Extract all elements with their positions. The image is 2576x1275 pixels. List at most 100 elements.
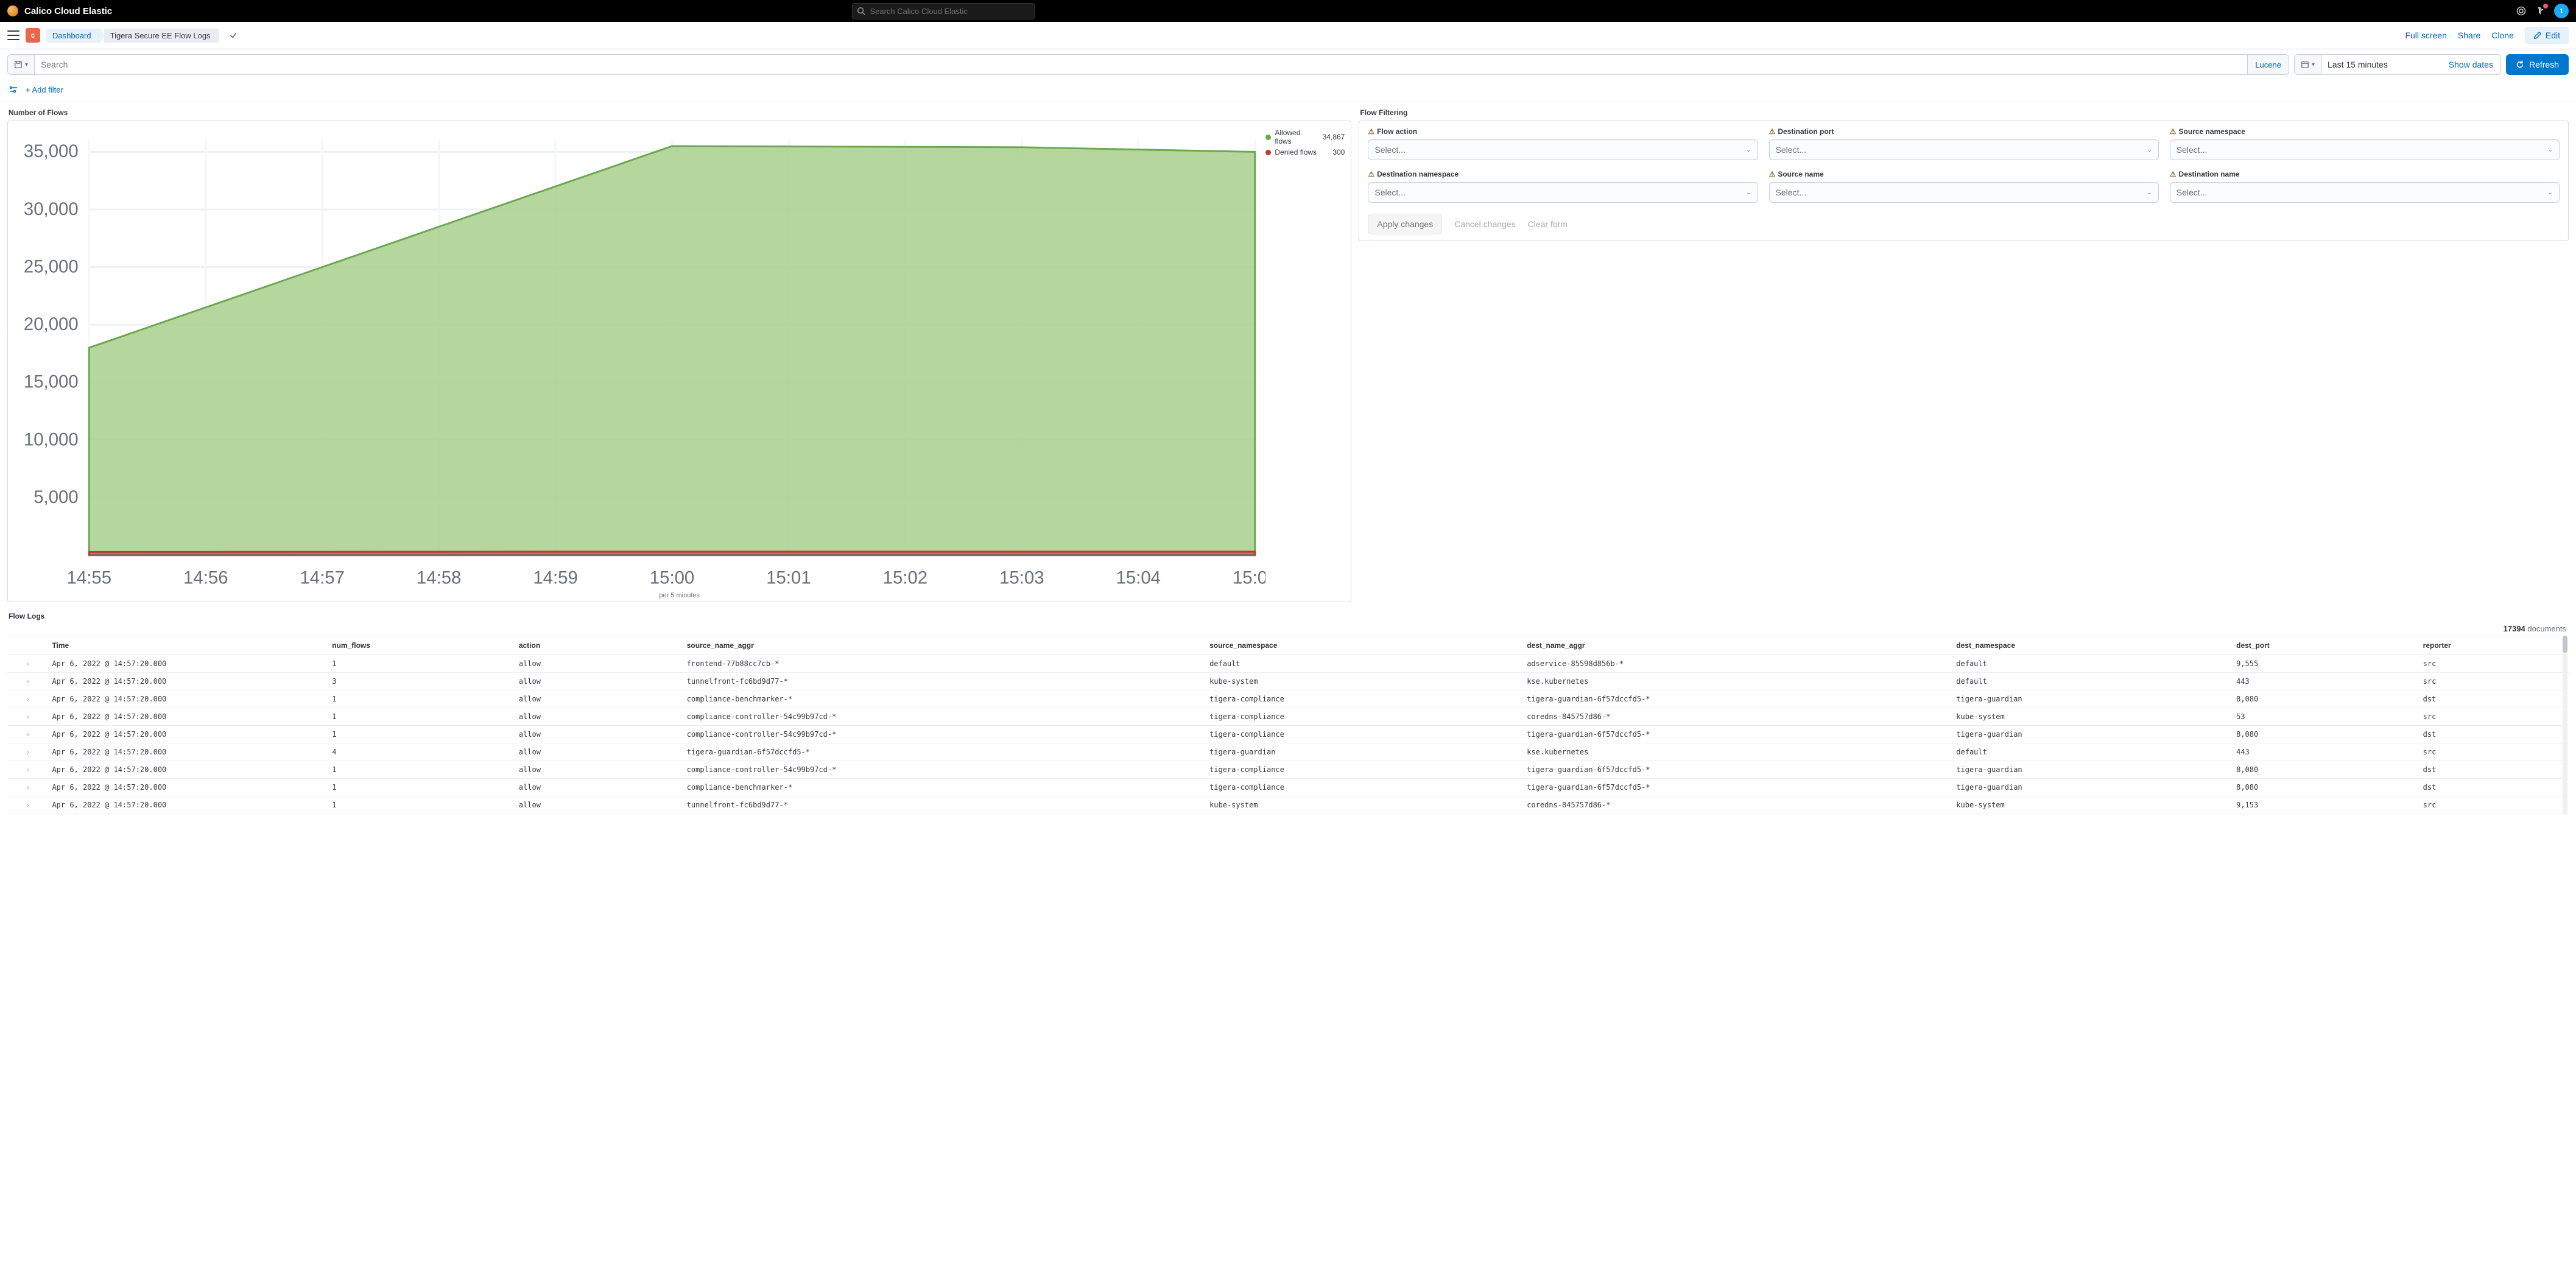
user-avatar[interactable]: t — [2554, 4, 2569, 18]
table-cell: tigera-guardian — [1206, 743, 1523, 761]
clone-button[interactable]: Clone — [2491, 30, 2514, 40]
edit-button[interactable]: Edit — [2525, 27, 2569, 44]
apply-changes-button[interactable]: Apply changes — [1368, 214, 1442, 234]
table-cell: tigera-guardian-6f57dccfd5-* — [1523, 779, 1952, 796]
disk-icon — [14, 60, 23, 69]
table-row[interactable]: ›Apr 6, 2022 @ 14:57:20.0001allowtunnelf… — [7, 796, 2569, 814]
column-header[interactable]: num_flows — [328, 636, 515, 655]
table-row[interactable]: ›Apr 6, 2022 @ 14:57:20.0004allowtigera-… — [7, 743, 2569, 761]
svg-text:14:58: 14:58 — [417, 568, 461, 588]
space-badge[interactable]: c — [26, 28, 40, 43]
clear-form-button[interactable]: Clear form — [1528, 219, 1568, 229]
select-placeholder: Select... — [2177, 145, 2208, 155]
table-title: Flow Logs — [9, 612, 2569, 620]
column-header[interactable]: reporter — [2419, 636, 2569, 655]
filter-select[interactable]: Select...⌄ — [1368, 139, 1758, 160]
warning-icon: ⚠ — [1769, 170, 1776, 178]
filter-select[interactable]: Select...⌄ — [1769, 182, 2159, 203]
table-cell: 1 — [328, 779, 515, 796]
table-cell: allow — [515, 743, 683, 761]
expand-row-icon[interactable]: › — [7, 726, 48, 743]
table-cell: kube-system — [1952, 708, 2233, 726]
query-input[interactable] — [35, 55, 2247, 74]
breadcrumb-dashboard[interactable]: Dashboard — [46, 29, 100, 43]
filter-menu-icon[interactable] — [7, 83, 19, 96]
column-header[interactable]: action — [515, 636, 683, 655]
expand-row-icon[interactable]: › — [7, 796, 48, 814]
table-row[interactable]: ›Apr 6, 2022 @ 14:57:20.0001allowfronten… — [7, 655, 2569, 673]
table-cell: kube-system — [1206, 796, 1523, 814]
filter-select[interactable]: Select...⌄ — [1769, 139, 2159, 160]
scrollbar-track — [2563, 636, 2567, 814]
filter-select[interactable]: Select...⌄ — [2170, 139, 2560, 160]
refresh-button[interactable]: Refresh — [2506, 54, 2569, 75]
date-range-text[interactable]: Last 15 minutes — [2321, 55, 2441, 74]
breadcrumb-current: Tigera Secure EE Flow Logs — [104, 29, 219, 43]
filter-select[interactable]: Select...⌄ — [1368, 182, 1758, 203]
table-cell: tigera-guardian — [1952, 779, 2233, 796]
table-cell: src — [2419, 673, 2569, 690]
table-row[interactable]: ›Apr 6, 2022 @ 14:57:20.0001allowcomplia… — [7, 708, 2569, 726]
column-header[interactable]: dest_port — [2233, 636, 2419, 655]
scrollbar-thumb[interactable] — [2563, 636, 2567, 653]
cancel-changes-button[interactable]: Cancel changes — [1454, 219, 1515, 229]
table-cell: 8,080 — [2233, 761, 2419, 779]
add-filter-button[interactable]: + Add filter — [26, 85, 63, 94]
nav-toggle-icon[interactable] — [7, 30, 19, 40]
date-quick-button[interactable]: ▾ — [2295, 55, 2321, 74]
table-cell: 1 — [328, 655, 515, 673]
table-row[interactable]: ›Apr 6, 2022 @ 14:57:20.0001allowcomplia… — [7, 690, 2569, 708]
table-row[interactable]: ›Apr 6, 2022 @ 14:57:20.0001allowcomplia… — [7, 761, 2569, 779]
column-header[interactable]: dest_namespace — [1952, 636, 2233, 655]
table-row[interactable]: ›Apr 6, 2022 @ 14:57:20.0001allowcomplia… — [7, 779, 2569, 796]
help-icon[interactable] — [2515, 5, 2527, 17]
table-cell: default — [1952, 743, 2233, 761]
legend-color-dot — [1265, 135, 1271, 140]
show-dates-button[interactable]: Show dates — [2441, 55, 2500, 74]
expand-row-icon[interactable]: › — [7, 779, 48, 796]
table-cell: default — [1206, 655, 1523, 673]
share-button[interactable]: Share — [2458, 30, 2480, 40]
global-search-input[interactable] — [852, 3, 1035, 19]
filter-panel-title: Flow Filtering — [1360, 108, 2569, 117]
table-row[interactable]: ›Apr 6, 2022 @ 14:57:20.0003allowtunnelf… — [7, 673, 2569, 690]
table-cell: dst — [2419, 779, 2569, 796]
table-cell: kse.kubernetes — [1523, 743, 1952, 761]
table-cell: dst — [2419, 761, 2569, 779]
expand-row-icon[interactable]: › — [7, 743, 48, 761]
column-header[interactable]: dest_name_aggr — [1523, 636, 1952, 655]
column-header[interactable]: Time — [48, 636, 328, 655]
legend-item[interactable]: Allowed flows34,867 — [1265, 128, 1345, 146]
legend-item[interactable]: Denied flows300 — [1265, 148, 1345, 156]
filter-select[interactable]: Select...⌄ — [2170, 182, 2560, 203]
table-cell: kube-system — [1206, 673, 1523, 690]
column-header[interactable]: source_name_aggr — [683, 636, 1206, 655]
filter-field-label: ⚠Destination namespace — [1368, 170, 1758, 178]
expand-row-icon[interactable]: › — [7, 708, 48, 726]
table-cell: tigera-compliance — [1206, 726, 1523, 743]
expand-row-icon[interactable]: › — [7, 690, 48, 708]
chart-title: Number of Flows — [9, 108, 1351, 117]
filter-field-label: ⚠Destination port — [1769, 127, 2159, 136]
newsfeed-icon[interactable] — [2535, 5, 2547, 17]
table-row[interactable]: ›Apr 6, 2022 @ 14:57:20.0001allowcomplia… — [7, 726, 2569, 743]
table-cell: tigera-guardian-6f57dccfd5-* — [1523, 761, 1952, 779]
svg-text:14:56: 14:56 — [183, 568, 228, 588]
warning-icon: ⚠ — [1368, 127, 1374, 136]
saved-query-button[interactable]: ▾ — [8, 55, 35, 74]
app-logo — [7, 5, 18, 16]
query-language-button[interactable]: Lucene — [2247, 55, 2289, 74]
legend-label: Denied flows — [1275, 148, 1329, 156]
legend-value: 34,867 — [1323, 133, 1345, 141]
pencil-icon — [2533, 31, 2542, 40]
expand-row-icon[interactable]: › — [7, 673, 48, 690]
select-placeholder: Select... — [2177, 188, 2208, 197]
expand-row-icon[interactable]: › — [7, 761, 48, 779]
table-cell: 3 — [328, 673, 515, 690]
column-header[interactable]: source_namespace — [1206, 636, 1523, 655]
expand-row-icon[interactable]: › — [7, 655, 48, 673]
svg-text:20,000: 20,000 — [24, 314, 79, 334]
table-cell: 443 — [2233, 743, 2419, 761]
fullscreen-button[interactable]: Full screen — [2405, 30, 2446, 40]
warning-icon: ⚠ — [1368, 170, 1374, 178]
